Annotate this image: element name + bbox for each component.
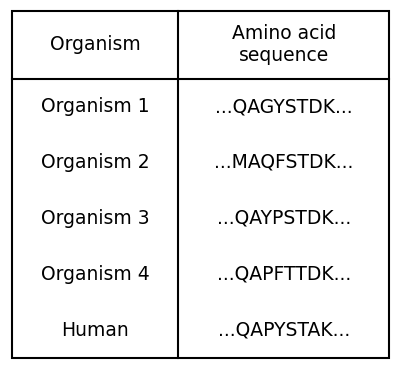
Text: ...MAQFSTDK...: ...MAQFSTDK... — [214, 153, 353, 172]
Text: Human: Human — [61, 321, 129, 339]
Text: ...QAPYSTAK...: ...QAPYSTAK... — [218, 321, 350, 339]
Text: ...QAYPSTDK...: ...QAYPSTDK... — [217, 209, 351, 228]
Text: Organism 4: Organism 4 — [41, 265, 150, 284]
Text: ...QAPFTTDK...: ...QAPFTTDK... — [217, 265, 351, 284]
Text: Organism: Organism — [50, 35, 141, 54]
Text: Organism 3: Organism 3 — [41, 209, 150, 228]
Text: Organism 1: Organism 1 — [41, 97, 150, 116]
Text: ...QAGYSTDK...: ...QAGYSTDK... — [215, 97, 352, 116]
Text: Organism 2: Organism 2 — [41, 153, 150, 172]
Text: Amino acid
sequence: Amino acid sequence — [231, 24, 336, 65]
